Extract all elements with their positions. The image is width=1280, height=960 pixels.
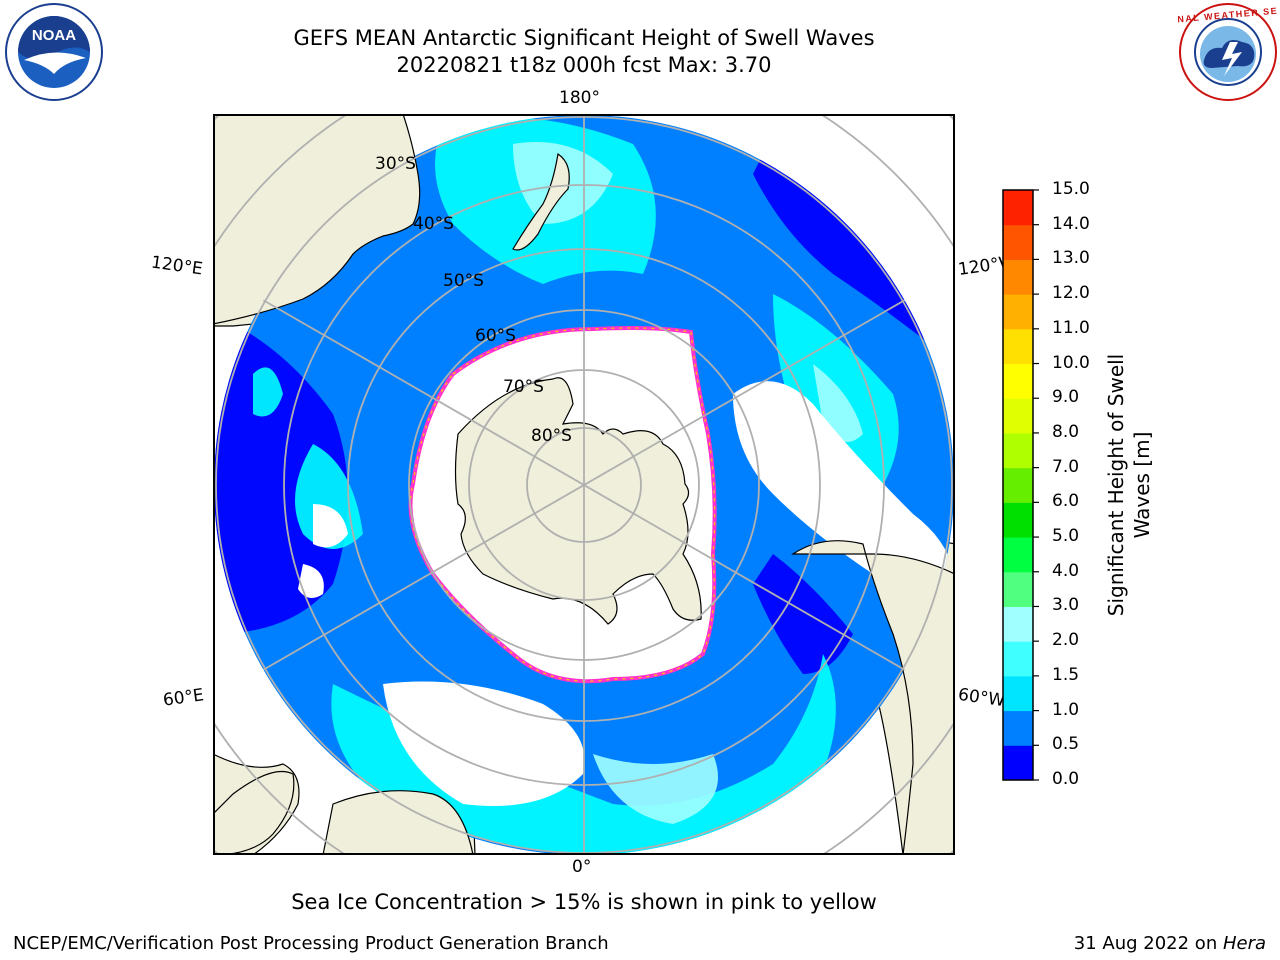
- colorbar-segment: [1003, 224, 1033, 260]
- colorbar-frame: [1002, 189, 1034, 781]
- lat-label-30s: 30°S: [375, 154, 416, 174]
- colorbar-segment: [1003, 432, 1033, 469]
- colorbar-tick-label: 8.0: [1052, 421, 1080, 442]
- colorbar-segment: [1003, 294, 1033, 330]
- colorbar-tick-label: 0.5: [1052, 734, 1080, 755]
- swell-high: [513, 142, 863, 824]
- lat-label-50s: 50°S: [443, 271, 484, 291]
- chart-title: GEFS MEAN Antarctic Significant Height o…: [293, 26, 875, 50]
- colorbar-label: Significant Height of Swell Waves [m]: [1104, 353, 1154, 617]
- colorbar-segment: [1003, 537, 1033, 573]
- lat-label-70s: 70°S: [503, 377, 544, 397]
- colorbar-tick-label: 10.0: [1052, 352, 1090, 373]
- colorbar-tick-label: 1.0: [1052, 699, 1080, 720]
- colorbar-tick-label: 5.0: [1052, 526, 1080, 547]
- swell-low: [214, 134, 954, 674]
- colorbar-tick-label: 1.5: [1052, 664, 1080, 685]
- antarctica: [454, 377, 702, 625]
- colorbar-tick-label: 2.0: [1052, 630, 1080, 651]
- colorbar-tick-label: 9.0: [1052, 387, 1080, 408]
- calm-areas: [298, 381, 954, 806]
- colorbar-tick-label: 12.0: [1052, 283, 1090, 304]
- colorbar-segment: [1003, 675, 1033, 712]
- colorbar-segment: [1003, 502, 1033, 538]
- footer-machine: Hera: [1222, 933, 1266, 954]
- colorbar-segment: [1003, 571, 1033, 607]
- chart-subtitle: 20220821 t18z 000h fcst Max: 3.70: [396, 53, 772, 77]
- colorbar-segment: [1003, 606, 1033, 642]
- antarctic-swell-map: 30°S 40°S 50°S 60°S 70°S 80°S: [213, 114, 955, 855]
- map-frame: [213, 114, 955, 855]
- colorbar-tick-label: 6.0: [1052, 491, 1080, 512]
- national-weather-service-logo: NATIONAL WEATHER SERVICE: [1178, 3, 1278, 101]
- colorbar-segment: [1003, 641, 1033, 677]
- lon-label-120e: 120°E: [149, 252, 204, 280]
- colorbar-tick-label: 13.0: [1052, 248, 1090, 269]
- colorbar-segment: [1003, 398, 1033, 434]
- colorbar-segment: [1003, 328, 1033, 365]
- colorbar-segment: [1003, 363, 1033, 399]
- lat-labels: 30°S 40°S 50°S 60°S 70°S 80°S: [375, 154, 572, 446]
- colorbar-tick-label: 7.0: [1052, 456, 1080, 477]
- colorbar-segment: [1003, 745, 1033, 781]
- colorbar-tick-label: 14.0: [1052, 213, 1090, 234]
- footer-credit: NCEP/EMC/Verification Post Processing Pr…: [13, 933, 609, 954]
- colorbar-segment: [1003, 710, 1033, 746]
- colorbar-segment: [1003, 190, 1033, 226]
- svg-text:NOAA: NOAA: [32, 27, 76, 44]
- colorbar-tick-label: 4.0: [1052, 560, 1080, 581]
- footer-date: 31 Aug 2022 on Hera: [1073, 933, 1266, 954]
- lon-label-0: 0°: [572, 857, 592, 877]
- colorbar-tick-label: 0.0: [1052, 769, 1080, 789]
- colorbar-segment: [1003, 259, 1033, 295]
- colorbar-tick-label: 15.0: [1052, 179, 1090, 199]
- colorbar: [1002, 189, 1039, 781]
- lon-label-60e: 60°E: [161, 685, 206, 711]
- lat-label-40s: 40°S: [413, 214, 454, 234]
- colorbar-tick-label: 3.0: [1052, 595, 1080, 616]
- noaa-logo: NOAA: [5, 3, 103, 101]
- colorbar-tick-label: 11.0: [1052, 317, 1090, 338]
- lat-label-80s: 80°S: [531, 426, 572, 446]
- colorbar-segment: [1003, 467, 1033, 503]
- sea-ice-note: Sea Ice Concentration > 15% is shown in …: [291, 890, 877, 914]
- lon-label-180: 180°: [559, 88, 600, 108]
- lon-label-60w: 60°W: [956, 684, 1007, 712]
- lat-label-60s: 60°S: [475, 326, 516, 346]
